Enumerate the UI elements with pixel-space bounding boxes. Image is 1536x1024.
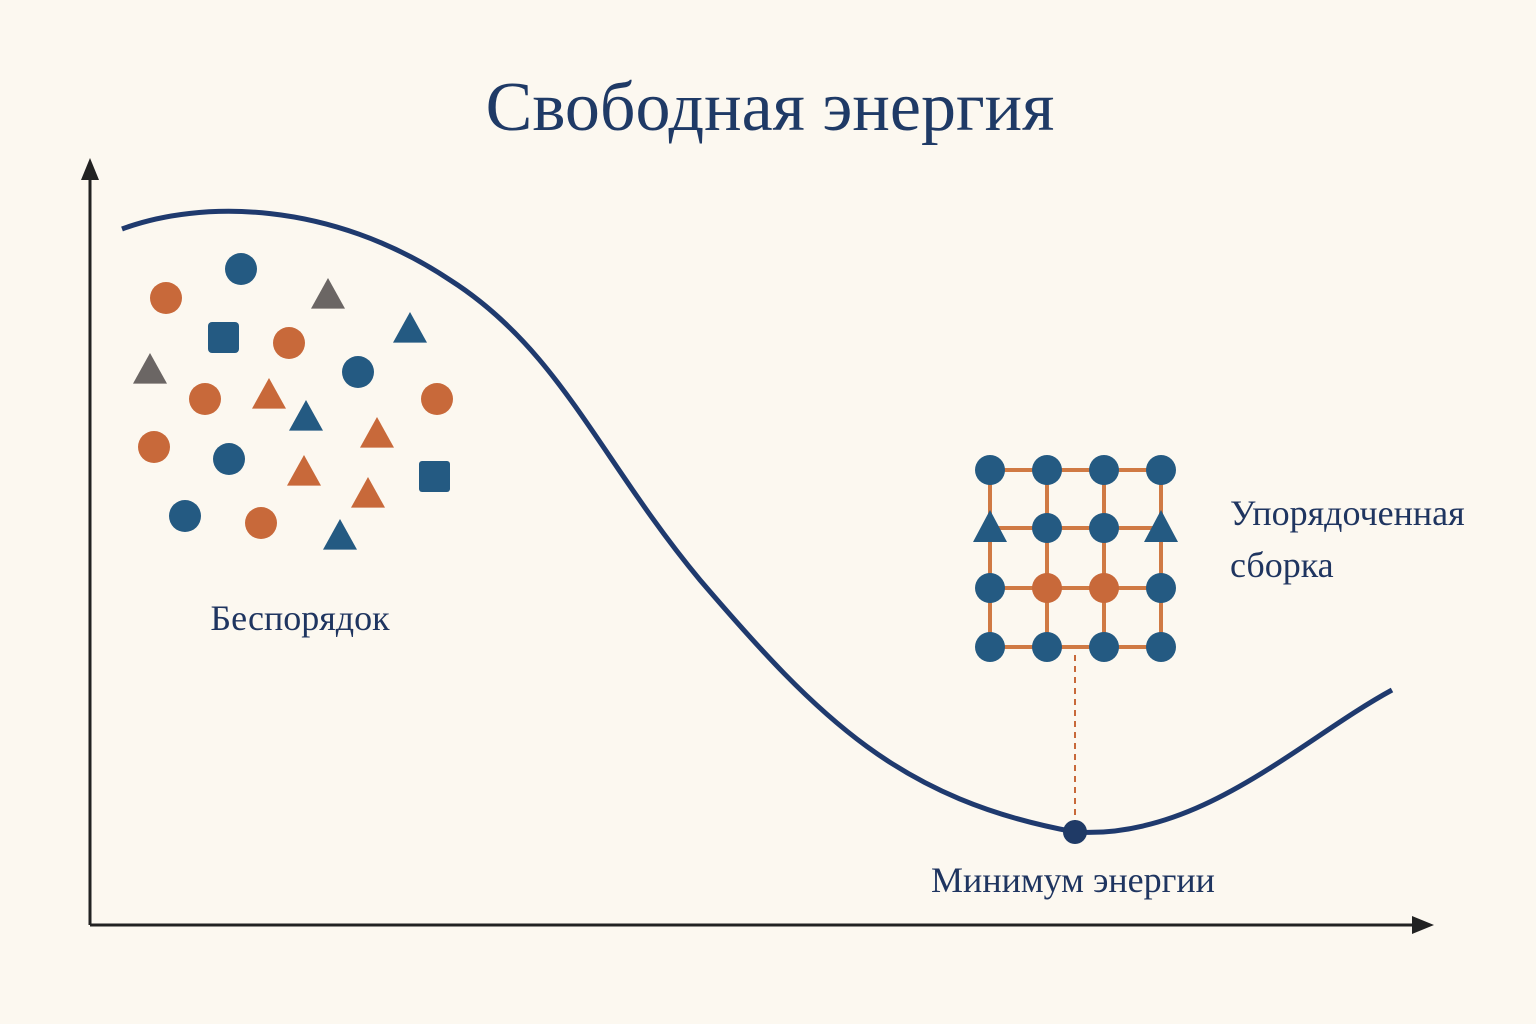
triangle (133, 353, 167, 384)
circle (150, 282, 182, 314)
atom (1032, 632, 1062, 662)
triangle (323, 519, 357, 550)
circle (245, 507, 277, 539)
circle (342, 356, 374, 388)
triangle (1144, 510, 1178, 542)
atom (1032, 455, 1062, 485)
axes (88, 172, 1420, 927)
title: Свободная энергия (486, 69, 1055, 146)
circle (421, 383, 453, 415)
square (208, 322, 239, 353)
triangle (311, 278, 345, 309)
triangle (252, 378, 286, 409)
atom (1089, 513, 1119, 543)
atom (1089, 573, 1119, 603)
circle (273, 327, 305, 359)
atom (975, 632, 1005, 662)
circle (169, 500, 201, 532)
circle (225, 253, 257, 285)
circle (213, 443, 245, 475)
disorder-cluster (133, 253, 453, 550)
triangle (973, 510, 1007, 542)
atom (1146, 455, 1176, 485)
disorder-label: Беспорядок (210, 598, 390, 638)
triangle (289, 400, 323, 431)
atom (975, 573, 1005, 603)
energy-curve (121, 208, 1394, 835)
atom (1089, 455, 1119, 485)
atom (1146, 632, 1176, 662)
atom (1032, 513, 1062, 543)
y-arrow (81, 158, 99, 180)
triangle (351, 477, 385, 508)
circle (138, 431, 170, 463)
atom (1146, 573, 1176, 603)
minimum-point (1063, 820, 1087, 844)
ordered-label-1: Упорядоченная (1230, 493, 1465, 533)
atom (1089, 632, 1119, 662)
minimum-label: Минимум энергии (931, 860, 1215, 900)
atom (1032, 573, 1062, 603)
triangle (287, 455, 321, 486)
ordered-label-2: сборка (1230, 545, 1334, 585)
ordered-lattice (973, 455, 1178, 662)
x-arrow (1412, 916, 1434, 934)
triangle (393, 312, 427, 343)
atom (975, 455, 1005, 485)
square (419, 461, 450, 492)
triangle (360, 417, 394, 448)
circle (189, 383, 221, 415)
